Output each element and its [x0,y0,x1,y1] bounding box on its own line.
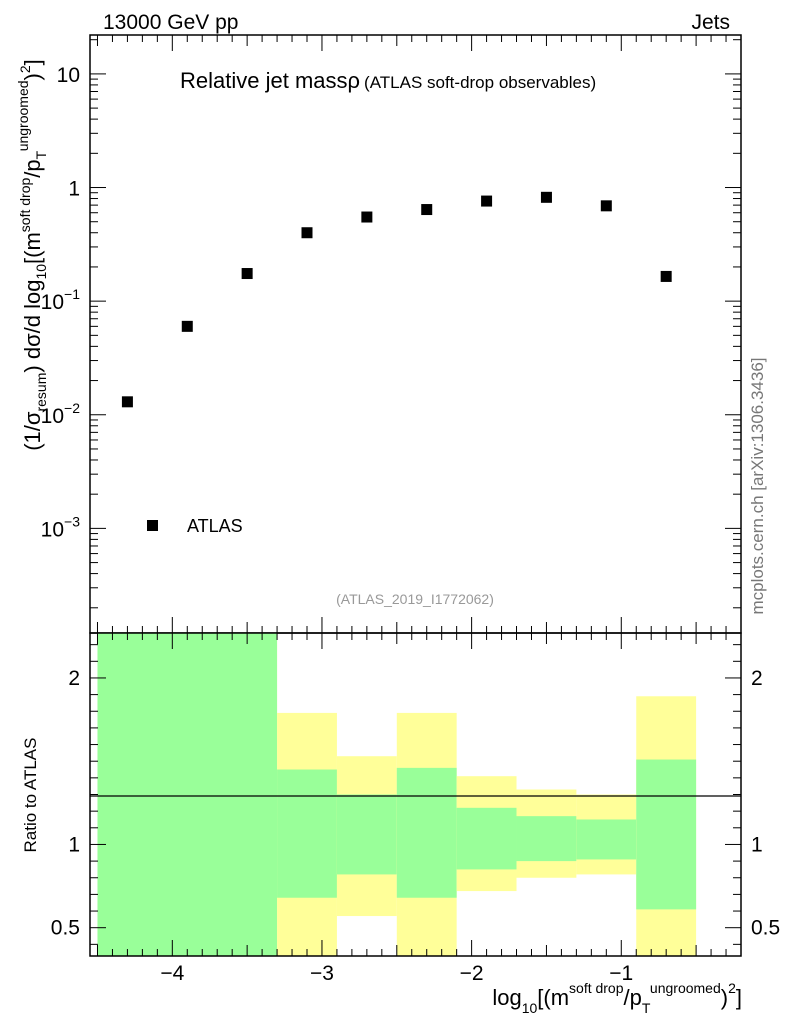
main-y-tick-label: 10−1 [41,286,81,314]
chart-title: Relative jet massρ (ATLAS soft-drop obser… [180,68,596,93]
ratio-green-band [336,794,397,875]
atlas-data-series [121,191,672,408]
x-tick-labels: −4 −3 −2 −1 [160,962,633,985]
main-y-tick-label: 10 [57,64,80,87]
legend-marker-atlas [147,520,158,531]
legend-label-atlas: ATLAS [187,516,243,536]
ratio-green-band [396,767,457,898]
main-panel-frame [89,34,742,634]
tick-exponent: −1 [64,286,80,302]
atlas-data-point [481,195,493,207]
ratio-y-tick-label-left: 1 [68,833,80,856]
ratio-green-band [456,807,517,870]
main-y-ticks [90,35,741,633]
ratio-y-tick-label-left: 2 [68,667,80,690]
ratio-ticks [90,633,741,956]
header-energy-label: 13000 GeV pp [103,11,238,34]
atlas-data-point [181,320,193,332]
ratio-y-tick-label-left: 0.5 [51,917,80,940]
tick-exponent: −2 [64,400,80,416]
x-tick-label: −3 [310,962,334,985]
atlas-data-point [361,211,373,223]
atlas-data-point [540,191,552,203]
x-tick-label: −4 [160,962,184,985]
ratio-y-tick-labels: 0.5 0.5 1 1 2 2 [51,667,780,940]
tick-exponent: −3 [64,513,80,529]
atlas-data-point [660,270,672,282]
main-y-axis-title: (1/σresum) dσ/d log10[(msoft drop/pTungr… [15,59,49,451]
ratio-green-band [277,769,337,898]
ratio-green-band [636,759,697,910]
header-category-label: Jets [691,11,730,34]
main-y-tick-label: 10−3 [41,513,81,541]
atlas-data-point [301,227,313,239]
tick-base: 10 [41,405,64,428]
atlas-data-point [121,396,133,408]
ratio-y-tick-label-right: 0.5 [751,917,780,940]
ratio-panel: 0.5 0.5 1 1 2 2 −4 −3 −2 −1 Ratio to ATLAS log10… [21,632,780,1016]
ratio-y-tick-label-right: 2 [751,667,763,690]
tick-base: 10 [41,518,64,541]
ratio-green-band [516,816,577,862]
atlas-data-point [241,268,253,280]
x-tick-label: −1 [609,962,633,985]
x-tick-label: −2 [460,962,484,985]
mcplots-source-label: mcplots.cern.ch [arXiv:1306.3436] [748,357,767,614]
ratio-bands [97,633,697,956]
analysis-id-label: (ATLAS_2019_I1772062) [336,591,494,607]
ratio-y-axis-title: Ratio to ATLAS [21,738,40,853]
ratio-green-band [97,633,278,956]
ratio-y-tick-label-right: 1 [751,833,763,856]
main-y-tick-label: 10−2 [41,400,81,428]
ratio-green-band [576,819,637,860]
atlas-data-point [600,200,612,212]
atlas-data-point [421,204,433,216]
chart-subtitle: (ATLAS soft-drop observables) [364,73,596,92]
chart-title-main: Relative jet massρ [180,68,360,93]
x-axis-title: log10[(msoft drop/pTungroomed)2] [492,980,742,1016]
main-y-tick-label: 1 [68,178,80,201]
tick-base: 10 [41,291,64,314]
